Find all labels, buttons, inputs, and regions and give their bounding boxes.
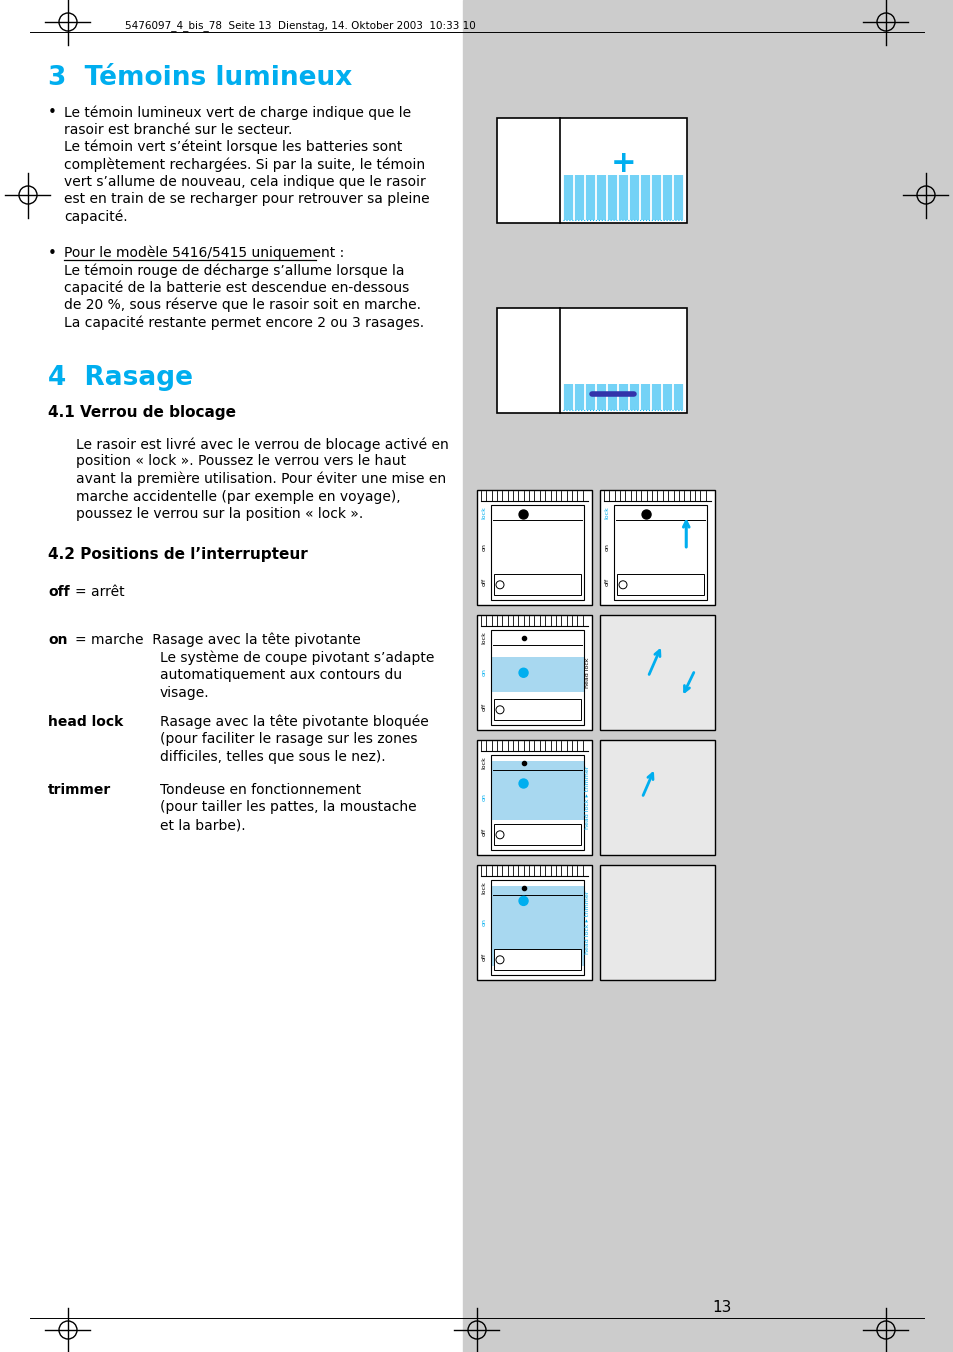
Text: 4.2 Positions de l’interrupteur: 4.2 Positions de l’interrupteur: [48, 546, 308, 561]
Bar: [491, 761, 583, 819]
Text: head lock: head lock: [585, 657, 590, 688]
Text: Le témoin vert s’éteint lorsque les batteries sont: Le témoin vert s’éteint lorsque les batt…: [64, 141, 402, 154]
Text: capacité de la batterie est descendue en-dessous: capacité de la batterie est descendue en…: [64, 280, 409, 295]
Text: trimmer: trimmer: [48, 783, 112, 796]
Text: 5476097_4_bis_78  Seite 13  Dienstag, 14. Oktober 2003  10:33 10: 5476097_4_bis_78 Seite 13 Dienstag, 14. …: [125, 20, 476, 31]
Bar: [476, 865, 592, 980]
Text: off: off: [481, 953, 486, 961]
Bar: [494, 825, 580, 845]
Text: = arrêt: = arrêt: [75, 584, 125, 599]
Text: rasoir est branché sur le secteur.: rasoir est branché sur le secteur.: [64, 123, 292, 137]
Text: marche accidentelle (par exemple en voyage),: marche accidentelle (par exemple en voya…: [76, 489, 400, 503]
Text: off: off: [481, 703, 486, 711]
Text: Le témoin lumineux vert de charge indique que le: Le témoin lumineux vert de charge indiqu…: [64, 105, 411, 119]
Bar: [491, 880, 583, 975]
Bar: [599, 865, 714, 980]
Text: Le témoin rouge de décharge s’allume lorsque la: Le témoin rouge de décharge s’allume lor…: [64, 264, 404, 277]
Bar: [599, 615, 714, 730]
Text: on: on: [604, 544, 609, 552]
Bar: [599, 489, 714, 604]
Text: Pour le modèle 5416/5415 uniquement :: Pour le modèle 5416/5415 uniquement :: [64, 246, 344, 260]
Circle shape: [518, 896, 528, 906]
Text: (pour faciliter le rasage sur les zones: (pour faciliter le rasage sur les zones: [160, 733, 417, 746]
Text: off: off: [481, 577, 486, 585]
Text: et la barbe).: et la barbe).: [160, 818, 245, 833]
Text: est en train de se recharger pour retrouver sa pleine: est en train de se recharger pour retrou…: [64, 192, 429, 207]
Text: on: on: [48, 633, 68, 646]
Bar: [491, 886, 583, 965]
Text: on: on: [481, 668, 486, 676]
Circle shape: [641, 510, 650, 519]
Text: head lock ▸ trimmer: head lock ▸ trimmer: [585, 765, 590, 829]
Text: lock: lock: [481, 631, 486, 645]
Text: visage.: visage.: [160, 687, 210, 700]
Bar: [491, 630, 583, 725]
Text: vert s’allume de nouveau, cela indique que le rasoir: vert s’allume de nouveau, cela indique q…: [64, 174, 425, 189]
Bar: [462, 0, 953, 1352]
Text: head lock: head lock: [48, 714, 123, 729]
Text: off: off: [604, 577, 609, 585]
Text: 4  Rasage: 4 Rasage: [48, 365, 193, 391]
Text: Rasage avec la tête pivotante bloquée: Rasage avec la tête pivotante bloquée: [160, 714, 428, 729]
Bar: [617, 575, 703, 595]
Text: difficiles, telles que sous le nez).: difficiles, telles que sous le nez).: [160, 750, 385, 764]
Text: position « lock ». Poussez le verrou vers le haut: position « lock ». Poussez le verrou ver…: [76, 454, 406, 469]
Bar: [491, 754, 583, 850]
Text: off: off: [48, 584, 70, 599]
Text: off: off: [481, 827, 486, 836]
Text: on: on: [481, 918, 486, 926]
Bar: [497, 308, 686, 412]
Bar: [491, 657, 583, 692]
Bar: [562, 384, 683, 410]
Text: Tondeuse en fonctionnement: Tondeuse en fonctionnement: [160, 783, 361, 796]
Bar: [562, 174, 683, 220]
Bar: [494, 949, 580, 971]
Text: lock: lock: [481, 757, 486, 769]
Circle shape: [518, 510, 528, 519]
Text: Le rasoir est livré avec le verrou de blocage activé en: Le rasoir est livré avec le verrou de bl…: [76, 437, 448, 452]
Text: complètement rechargées. Si par la suite, le témoin: complètement rechargées. Si par la suite…: [64, 157, 425, 172]
Bar: [599, 740, 714, 854]
Text: •: •: [48, 246, 57, 261]
Text: de 20 %, sous réserve que le rasoir soit en marche.: de 20 %, sous réserve que le rasoir soit…: [64, 297, 420, 312]
Text: lock: lock: [481, 507, 486, 519]
Bar: [497, 118, 686, 223]
Bar: [491, 506, 583, 600]
Text: on: on: [481, 794, 486, 802]
Text: on: on: [481, 544, 486, 552]
Circle shape: [518, 779, 528, 788]
Text: 4.1 Verrou de blocage: 4.1 Verrou de blocage: [48, 406, 235, 420]
Text: poussez le verrou sur la position « lock ».: poussez le verrou sur la position « lock…: [76, 507, 363, 521]
Circle shape: [518, 668, 528, 677]
Bar: [614, 506, 706, 600]
Text: capacité.: capacité.: [64, 210, 128, 224]
Text: automatiquement aux contours du: automatiquement aux contours du: [160, 668, 402, 683]
Text: La capacité restante permet encore 2 ou 3 rasages.: La capacité restante permet encore 2 ou …: [64, 315, 424, 330]
Text: Le système de coupe pivotant s’adapte: Le système de coupe pivotant s’adapte: [160, 650, 434, 665]
Text: = marche  Rasage avec la tête pivotante: = marche Rasage avec la tête pivotante: [75, 633, 360, 648]
Text: head lock ▸ trimmer: head lock ▸ trimmer: [585, 891, 590, 955]
Text: •: •: [48, 105, 57, 120]
Bar: [476, 740, 592, 854]
Bar: [494, 575, 580, 595]
Text: lock: lock: [481, 882, 486, 895]
Bar: [494, 699, 580, 721]
Text: avant la première utilisation. Pour éviter une mise en: avant la première utilisation. Pour évit…: [76, 472, 446, 487]
Text: 3  Témoins lumineux: 3 Témoins lumineux: [48, 65, 352, 91]
Text: +: +: [610, 150, 636, 178]
Text: (pour tailler les pattes, la moustache: (pour tailler les pattes, la moustache: [160, 800, 416, 814]
Text: lock: lock: [604, 507, 609, 519]
Bar: [476, 489, 592, 604]
Bar: [476, 615, 592, 730]
Text: 13: 13: [711, 1301, 731, 1315]
